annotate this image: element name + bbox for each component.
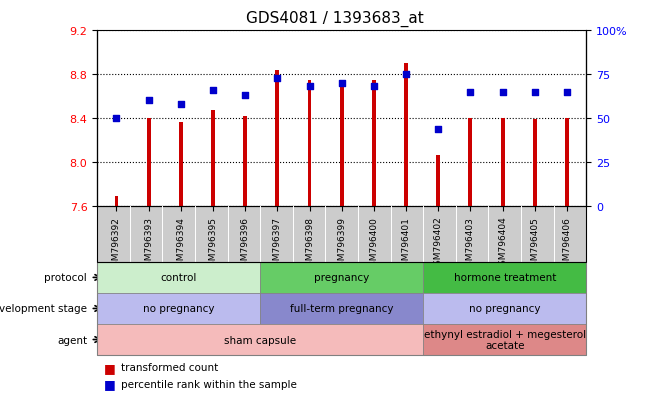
Text: control: control [161, 273, 197, 283]
Point [497, 89, 508, 96]
Bar [468, 119, 472, 206]
Point [369, 84, 379, 90]
Bar [275, 71, 279, 206]
Point [465, 89, 476, 96]
Bar [565, 119, 569, 206]
Point [561, 89, 572, 96]
Text: ■: ■ [104, 377, 116, 391]
Bar [436, 156, 440, 206]
Point [176, 102, 186, 108]
Bar [340, 81, 344, 206]
Text: sham capsule: sham capsule [224, 335, 296, 345]
Text: GDS4081 / 1393683_at: GDS4081 / 1393683_at [246, 10, 424, 26]
Text: transformed count: transformed count [121, 363, 218, 373]
Bar [404, 64, 408, 206]
Text: protocol: protocol [44, 273, 87, 283]
Bar [179, 123, 183, 206]
Bar [211, 111, 215, 206]
Bar [115, 197, 119, 206]
Point [240, 93, 251, 99]
Text: agent: agent [57, 335, 87, 345]
Text: ethynyl estradiol + megesterol
acetate: ethynyl estradiol + megesterol acetate [423, 329, 586, 351]
Text: pregnancy: pregnancy [314, 273, 369, 283]
Bar [147, 119, 151, 206]
Point [304, 84, 315, 90]
Text: development stage: development stage [0, 304, 87, 314]
Point [143, 98, 154, 104]
Text: percentile rank within the sample: percentile rank within the sample [121, 379, 297, 389]
Point [433, 126, 444, 133]
Text: ■: ■ [104, 361, 116, 374]
Text: hormone treatment: hormone treatment [454, 273, 556, 283]
Text: no pregnancy: no pregnancy [469, 304, 541, 314]
Text: full-term pregnancy: full-term pregnancy [290, 304, 393, 314]
Bar [243, 116, 247, 206]
Point [208, 88, 218, 94]
Point [272, 75, 283, 82]
Bar [500, 119, 505, 206]
Point [111, 116, 122, 122]
Text: no pregnancy: no pregnancy [143, 304, 214, 314]
Bar [533, 120, 537, 206]
Point [336, 81, 347, 87]
Point [529, 89, 540, 96]
Bar [308, 81, 312, 206]
Point [401, 71, 411, 78]
Bar [372, 81, 376, 206]
